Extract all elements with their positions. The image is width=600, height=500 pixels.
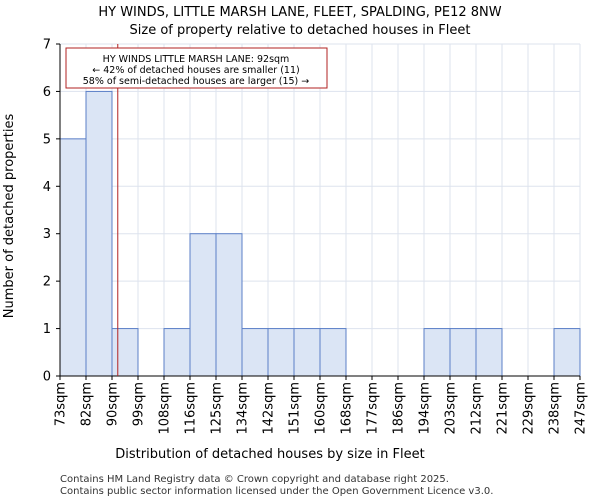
x-tick-label: 247sqm	[574, 382, 589, 435]
x-tick-label: 108sqm	[158, 382, 173, 435]
bar	[553, 328, 581, 377]
x-axis-label: Distribution of detached houses by size …	[115, 447, 424, 462]
bar	[267, 328, 295, 377]
x-tick-label: 203sqm	[444, 382, 459, 435]
y-tick-label: 1	[43, 322, 51, 337]
bar	[215, 233, 243, 377]
x-tick-label: 177sqm	[366, 382, 381, 435]
bar	[475, 328, 503, 377]
bar	[449, 328, 477, 377]
x-tick-label: 116sqm	[184, 382, 199, 435]
annotation-line-3: 58% of semi-detached houses are larger (…	[83, 76, 310, 87]
bar	[423, 328, 451, 377]
y-ticks: 0 1 2 3 4 5 6 7	[43, 38, 60, 385]
y-tick-label: 6	[43, 85, 51, 100]
bar	[163, 328, 191, 377]
bar	[293, 328, 321, 377]
x-tick-label: 90sqm	[106, 382, 121, 426]
x-tick-label: 221sqm	[496, 382, 511, 435]
annotation-box	[65, 47, 328, 89]
x-tick-label: 168sqm	[340, 382, 355, 435]
bar	[319, 328, 347, 377]
x-tick-label: 134sqm	[236, 382, 251, 435]
marker: HY WINDS LITTLE MARSH LANE: 92sqm ← 42% …	[65, 44, 328, 376]
y-tick-label: 3	[43, 227, 51, 242]
x-ticks: 73sqm 82sqm 90sqm 99sqm 108sqm 116sqm 125sqm 13…	[54, 376, 589, 435]
footer-line-2: Contains public sector information licen…	[60, 486, 493, 497]
x-tick-label: 82sqm	[80, 382, 95, 426]
x-tick-label: 142sqm	[262, 382, 277, 435]
bar	[111, 328, 139, 377]
x-tick-label: 73sqm	[54, 382, 69, 426]
bar	[59, 138, 87, 377]
bar	[241, 328, 269, 377]
x-tick-label: 99sqm	[132, 382, 147, 426]
grid	[59, 43, 581, 377]
x-tick-label: 229sqm	[522, 382, 537, 435]
x-tick-label: 238sqm	[548, 382, 563, 435]
bar	[85, 90, 113, 377]
y-tick-label: 7	[43, 38, 51, 53]
bars	[59, 90, 581, 377]
chart-title: HY WINDS, LITTLE MARSH LANE, FLEET, SPAL…	[98, 5, 501, 20]
y-tick-label: 4	[43, 180, 51, 195]
x-tick-label: 194sqm	[418, 382, 433, 435]
bar	[189, 233, 217, 377]
footer-line-1: Contains HM Land Registry data © Crown c…	[60, 474, 449, 485]
y-tick-label: 2	[43, 275, 51, 290]
y-axis-label: Number of detached properties	[2, 114, 17, 319]
x-tick-label: 186sqm	[392, 382, 407, 435]
x-tick-label: 212sqm	[470, 382, 485, 435]
y-tick-label: 0	[43, 370, 51, 385]
x-tick-label: 125sqm	[210, 382, 225, 435]
x-tick-label: 151sqm	[288, 382, 303, 435]
annotation-line-2: ← 42% of detached houses are smaller (11…	[92, 65, 299, 76]
y-tick-label: 5	[43, 132, 51, 147]
annotation-line-1: HY WINDS LITTLE MARSH LANE: 92sqm	[103, 54, 290, 65]
x-tick-label: 160sqm	[314, 382, 329, 435]
chart-subtitle: Size of property relative to detached ho…	[130, 23, 471, 38]
